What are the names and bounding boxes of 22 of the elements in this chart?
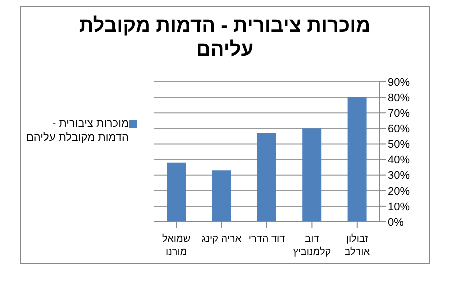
bar — [212, 170, 232, 222]
legend-label: מוכרות ציבורית - הדמות מקובלת עליהם — [25, 117, 129, 145]
y-tick-label: 70% — [388, 108, 410, 120]
y-tick-label: 50% — [388, 139, 410, 152]
x-tick-label: שמואל מורנו — [162, 233, 191, 258]
y-tick-label: 90% — [388, 76, 410, 89]
y-tick-label: 10% — [388, 201, 410, 214]
y-tick-label: 80% — [388, 92, 410, 104]
y-tick-label: 60% — [388, 124, 410, 136]
x-tick-label: דוב קלמנוביץ — [293, 234, 332, 258]
y-tick-label: 0% — [388, 216, 404, 229]
bar — [167, 162, 186, 222]
bar — [302, 128, 322, 222]
y-tick-label: 30% — [388, 170, 410, 182]
bar — [257, 133, 276, 222]
y-tick-label: 20% — [388, 186, 410, 198]
x-tick-label: זבולון אורלב — [344, 233, 371, 258]
chart-title: מוכרות ציבורית - הדמות מקובלת עליהם — [78, 14, 372, 62]
bar — [348, 98, 367, 222]
x-tick-label: דוד הדרי — [248, 234, 286, 245]
x-tick-label: אריה קינג — [202, 234, 242, 245]
y-tick-label: 40% — [388, 154, 410, 167]
